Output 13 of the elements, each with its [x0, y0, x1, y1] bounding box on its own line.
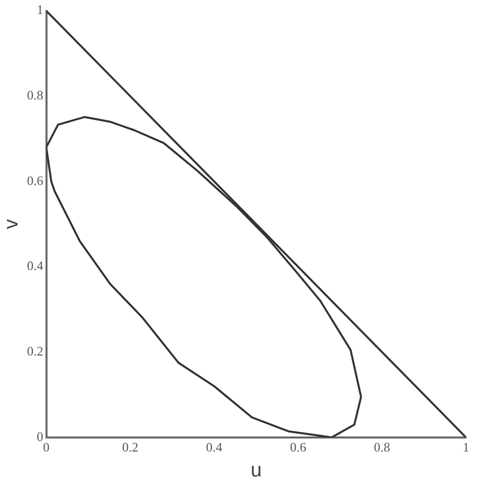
y-tick-label: 0.4: [27, 258, 44, 274]
y-tick-label: 0.6: [27, 172, 44, 188]
y-tick-label: 0.2: [27, 344, 44, 358]
x-axis-title: u: [250, 460, 262, 482]
y-tick-label: 0: [36, 428, 44, 444]
y-tick-label: 0.8: [27, 88, 44, 103]
x-tick-label: 0.8: [374, 440, 390, 455]
y-tick-label: 1: [36, 2, 44, 18]
y-axis-title: v: [0, 219, 23, 230]
x-tick-label: 0.2: [122, 440, 138, 455]
x-tick-label: 0.4: [206, 440, 223, 455]
x-tick-label: 1: [462, 440, 470, 455]
x-tick-label: 0.6: [290, 440, 307, 455]
